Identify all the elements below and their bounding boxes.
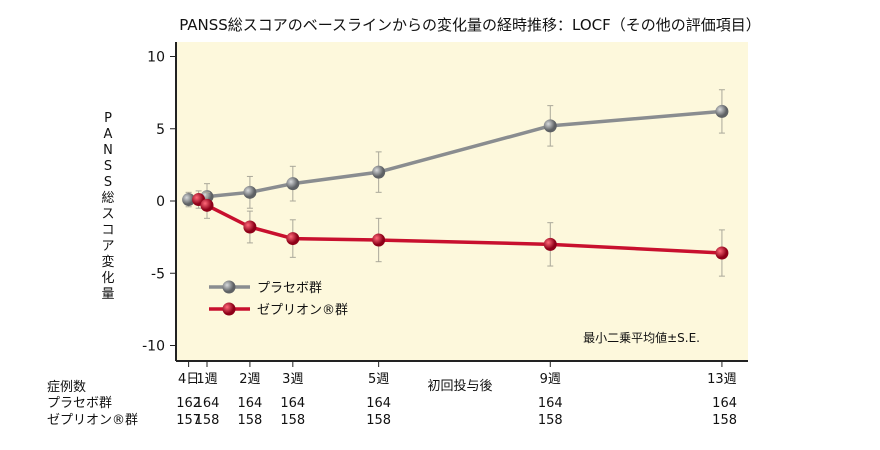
table-cell: 164: [237, 396, 262, 411]
table-cell: 158: [366, 413, 391, 428]
y-tick-label: -5: [151, 266, 165, 282]
data-point: [543, 119, 557, 133]
data-point: [715, 104, 729, 118]
plot-background: [176, 42, 748, 361]
legend-label: プラセボ群: [257, 281, 322, 296]
x-tick-label: 3週: [282, 372, 303, 387]
y-axis-label-char: 化: [101, 271, 114, 286]
x-tick-label: 13週: [707, 372, 737, 387]
data-point: [372, 233, 386, 247]
y-axis-label-char: ア: [101, 239, 114, 254]
legend-label: ゼプリオン®群: [257, 303, 348, 318]
chart-title: PANSS総スコアのベースラインからの変化量の経時推移：LOCF（その他の評価項…: [179, 16, 761, 34]
table-cell: 158: [280, 413, 305, 428]
y-tick-label: -10: [142, 339, 165, 355]
legend-marker: [222, 280, 236, 294]
y-tick-label: 10: [147, 50, 165, 66]
y-axis-label-char: 変: [101, 254, 114, 270]
data-point: [182, 193, 196, 207]
table-cell: 164: [538, 396, 563, 411]
table-cell: 158: [538, 413, 563, 428]
x-axis-label: 初回投与後: [427, 378, 492, 394]
table-cell: 158: [712, 413, 737, 428]
y-axis-label-char: A: [104, 127, 113, 142]
y-axis-label-char: コ: [101, 223, 114, 238]
y-axis-label-char: 量: [101, 287, 114, 302]
data-point: [543, 237, 557, 251]
y-axis-label-char: P: [104, 111, 112, 126]
y-axis-label-char: N: [103, 143, 113, 158]
table-cell: 157: [176, 413, 201, 428]
table-cell: 164: [712, 396, 737, 411]
y-axis-label-char: S: [104, 159, 112, 174]
data-point: [243, 220, 257, 234]
data-point: [286, 232, 300, 246]
y-tick-label: 0: [156, 194, 165, 210]
table-cell: 164: [280, 396, 305, 411]
data-point: [200, 198, 214, 212]
x-tick-label: 2週: [239, 372, 260, 387]
data-point: [372, 165, 386, 179]
y-tick-label: 5: [156, 122, 165, 138]
y-axis-label-char: 総: [101, 191, 114, 206]
data-point: [715, 246, 729, 260]
legend-marker: [222, 302, 236, 316]
table-cell: 164: [366, 396, 391, 411]
table-row-label: プラセボ群: [47, 396, 112, 411]
data-point: [243, 185, 257, 199]
y-axis-label-char: S: [104, 175, 112, 190]
table-cell: 164: [195, 396, 220, 411]
x-tick-label: 9週: [540, 372, 561, 387]
table-row-label: ゼプリオン®群: [47, 413, 138, 428]
x-tick-label: 1週: [196, 372, 217, 387]
table-cell: 158: [195, 413, 220, 428]
table-cell: 162: [176, 396, 201, 411]
x-tick-label: 5週: [368, 372, 389, 387]
x-tick-label: 4日: [178, 372, 199, 387]
data-point: [286, 177, 300, 191]
table-cell: 158: [237, 413, 262, 428]
table-header: 症例数: [47, 380, 86, 395]
y-axis-label-char: ス: [101, 207, 114, 222]
se-note: 最小二乗平均値±S.E.: [583, 330, 700, 345]
